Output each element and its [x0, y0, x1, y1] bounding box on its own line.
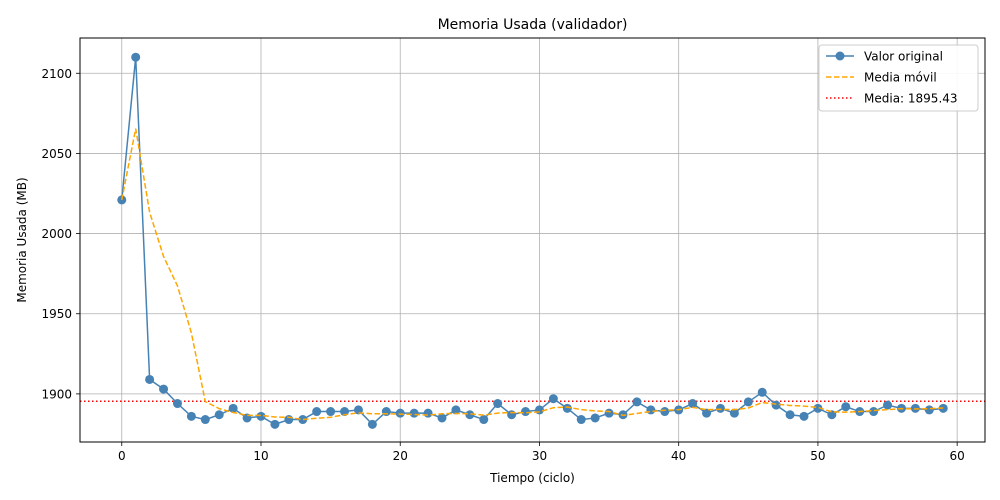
y-tick-label: 2000 — [41, 227, 72, 241]
y-axis-label: Memoria Usada (MB) — [15, 177, 29, 302]
plot-frame — [79, 37, 986, 443]
legend-label-original: Valor original — [864, 50, 943, 64]
x-tick-label: 10 — [253, 449, 268, 463]
y-tick-label: 1950 — [41, 307, 72, 321]
series-line-original — [121, 57, 944, 426]
data-point — [688, 399, 698, 409]
legend-marker-original — [835, 51, 845, 61]
data-point — [145, 374, 155, 384]
data-point — [270, 419, 280, 429]
data-point — [813, 403, 823, 413]
legend-label-mean: Media: 1895.43 — [864, 92, 958, 106]
legend-box — [818, 44, 979, 112]
data-point — [367, 419, 377, 429]
grid — [80, 38, 985, 442]
legend-label-moving-average: Media móvil — [864, 71, 937, 85]
chart-title: Memoria Usada (validador) — [438, 17, 628, 33]
data-point — [576, 415, 586, 425]
data-point — [200, 415, 210, 425]
data-point — [395, 408, 405, 418]
x-tick-label: 30 — [532, 449, 547, 463]
series-line-moving-average — [121, 128, 944, 421]
data-point — [632, 397, 642, 407]
data-point — [883, 400, 893, 410]
data-point — [353, 405, 363, 415]
x-tick-label: 0 — [118, 449, 126, 463]
data-point — [312, 407, 322, 417]
data-point — [284, 415, 294, 425]
data-point — [771, 400, 781, 410]
data-point — [604, 408, 614, 418]
data-point — [381, 407, 391, 417]
data-point — [521, 407, 531, 417]
data-point — [548, 394, 558, 404]
y-tick-label: 2100 — [41, 67, 72, 81]
data-point — [159, 384, 169, 394]
data-point — [465, 410, 475, 420]
data-point — [214, 410, 224, 420]
data-point — [869, 407, 879, 417]
x-tick-label: 60 — [950, 449, 965, 463]
legend: Valor original Media móvil Media: 1895.4… — [818, 44, 979, 112]
data-point — [507, 410, 517, 420]
x-axis-label: Tiempo (ciclo) — [489, 471, 575, 485]
x-tick-label: 50 — [810, 449, 825, 463]
data-point — [924, 405, 934, 415]
data-point — [326, 407, 336, 417]
axis-ticks: 0 10 20 30 40 50 60 1900 1950 2000 2050 2100 — [41, 67, 964, 463]
data-point — [423, 408, 433, 418]
data-point — [799, 411, 809, 421]
data-point — [256, 411, 266, 421]
data-point — [493, 399, 503, 409]
data-point — [590, 413, 600, 423]
data-point — [131, 52, 141, 62]
y-tick-label: 2050 — [41, 147, 72, 161]
data-point — [298, 415, 308, 425]
data-point — [562, 403, 572, 413]
data-point — [729, 408, 739, 418]
data-point — [117, 195, 127, 205]
data-point — [451, 405, 461, 415]
data-point — [660, 407, 670, 417]
data-point — [702, 408, 712, 418]
data-point — [715, 403, 725, 413]
series-group — [80, 52, 985, 429]
data-point — [757, 387, 767, 397]
data-point — [228, 403, 238, 413]
data-point — [646, 405, 656, 415]
data-point — [172, 399, 182, 409]
data-point — [534, 405, 544, 415]
data-point — [409, 408, 419, 418]
x-tick-label: 20 — [393, 449, 408, 463]
data-point — [479, 415, 489, 425]
data-point — [785, 410, 795, 420]
data-point — [743, 397, 753, 407]
data-point — [186, 411, 196, 421]
data-point — [841, 402, 851, 412]
y-tick-label: 1900 — [41, 387, 72, 401]
data-point — [437, 413, 447, 423]
x-tick-label: 40 — [671, 449, 686, 463]
